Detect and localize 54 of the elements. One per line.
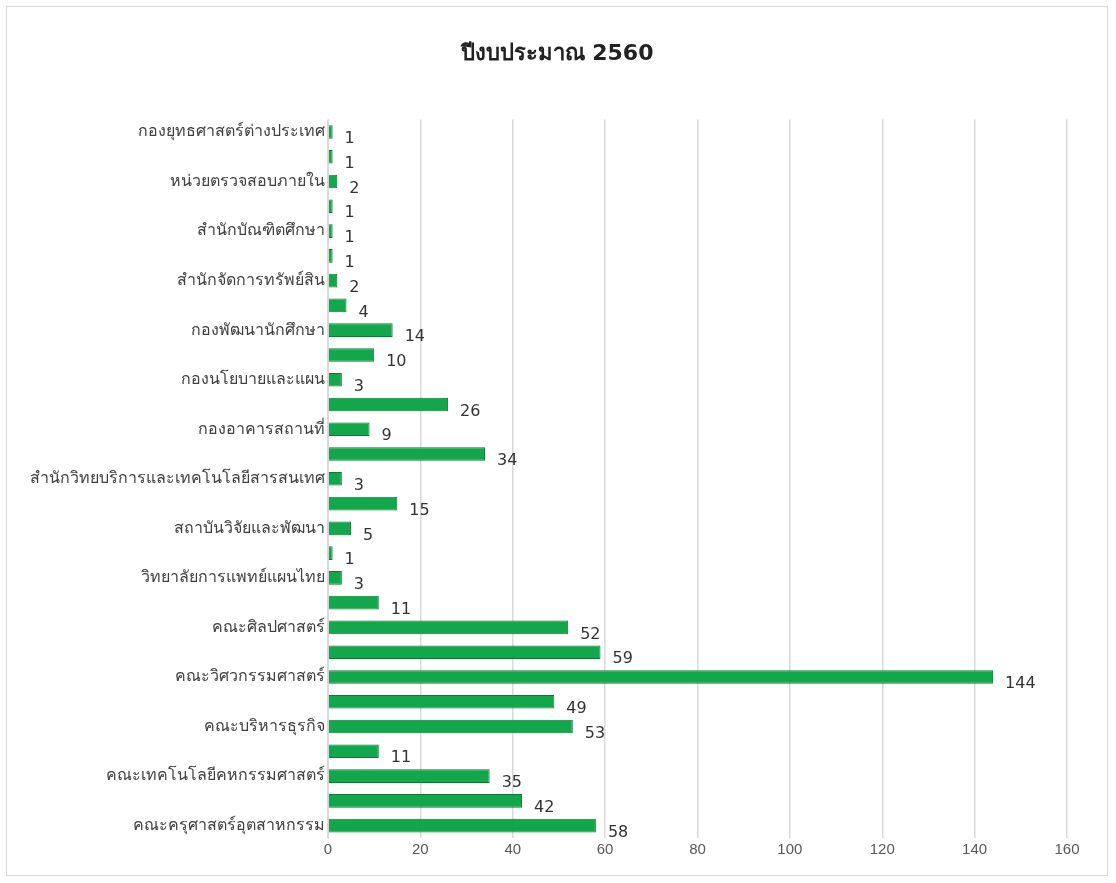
- y-tick-label: กองนโยบายและแผน: [181, 369, 325, 388]
- y-tick-label: คณะครุศาสตร์อุตสาหกรรม: [133, 815, 325, 836]
- y-tick-label: คณะเทคโนโลยีคหกรรมศาสตร์: [106, 765, 325, 784]
- chart-title: ปีงบประมาณ 2560: [459, 39, 655, 67]
- data-label: 2: [349, 276, 360, 296]
- y-tick-label: สำนักจัดการทรัพย์สิน: [177, 270, 325, 289]
- data-label: 42: [533, 797, 555, 816]
- x-tick-label: 160: [1054, 840, 1080, 858]
- data-label: 49: [566, 697, 587, 717]
- x-tick-label: 0: [323, 840, 333, 858]
- data-label: 11: [390, 747, 412, 767]
- data-label: 14: [404, 326, 426, 346]
- y-tick-label: สถาบันวิจัยและพัฒนา: [174, 518, 325, 536]
- y-tick-label: กองอาคารสถานที่: [198, 416, 325, 437]
- data-label: 34: [497, 450, 518, 470]
- data-label: 5: [363, 524, 374, 544]
- x-tick-label: 100: [777, 840, 803, 858]
- data-label: 11: [390, 598, 412, 618]
- x-tick-label: 140: [962, 840, 988, 858]
- x-tick-label: 60: [596, 840, 614, 858]
- data-label: 15: [409, 499, 430, 519]
- data-label: 1: [344, 128, 355, 148]
- data-label: 3: [353, 574, 365, 594]
- y-tick-label: สำนักบัณฑิตศึกษา: [197, 221, 325, 239]
- y-tick-label: กองพัฒนานักศึกษา: [191, 320, 325, 338]
- y-tick-label: สำนักวิทยบริการและเทคโนโลยีสารสนเทศ: [30, 468, 325, 487]
- y-tick-label: หน่วยตรวจสอบภายใน: [170, 170, 325, 189]
- data-label: 52: [580, 623, 601, 643]
- data-label: 4: [358, 301, 369, 321]
- data-label: 1: [344, 227, 355, 247]
- data-label: 58: [607, 821, 629, 841]
- y-tick-label: วิทยาลัยการแพทย์แผนไทย: [141, 567, 325, 586]
- data-label: 1: [344, 549, 355, 569]
- data-label: 1: [344, 252, 355, 271]
- data-label: 26: [460, 400, 481, 420]
- x-tick-label: 20: [412, 840, 429, 858]
- data-label: 35: [501, 772, 523, 792]
- y-tick-label: คณะบริหารธุรกิจ: [204, 716, 325, 736]
- x-tick-label: 120: [869, 840, 895, 858]
- x-tick-label: 80: [689, 840, 706, 858]
- data-label: 53: [584, 722, 606, 742]
- data-label: 3: [353, 375, 365, 395]
- x-tick-label: 40: [504, 840, 522, 858]
- data-label: 59: [612, 648, 633, 668]
- data-label: 10: [386, 351, 407, 371]
- data-label: 3: [353, 474, 365, 494]
- data-label: 144: [1005, 673, 1036, 693]
- y-tick-label: คณะวิศวกรรมศาสตร์: [175, 666, 325, 685]
- y-tick-label: คณะศิลปศาสตร์: [212, 616, 325, 635]
- data-label: 1: [344, 202, 355, 222]
- y-tick-label: กองยุทธศาสตร์ต่างประเทศ: [138, 121, 325, 142]
- data-label: 2: [349, 177, 360, 197]
- data-label: 1: [344, 152, 355, 172]
- data-label: 9: [381, 425, 392, 445]
